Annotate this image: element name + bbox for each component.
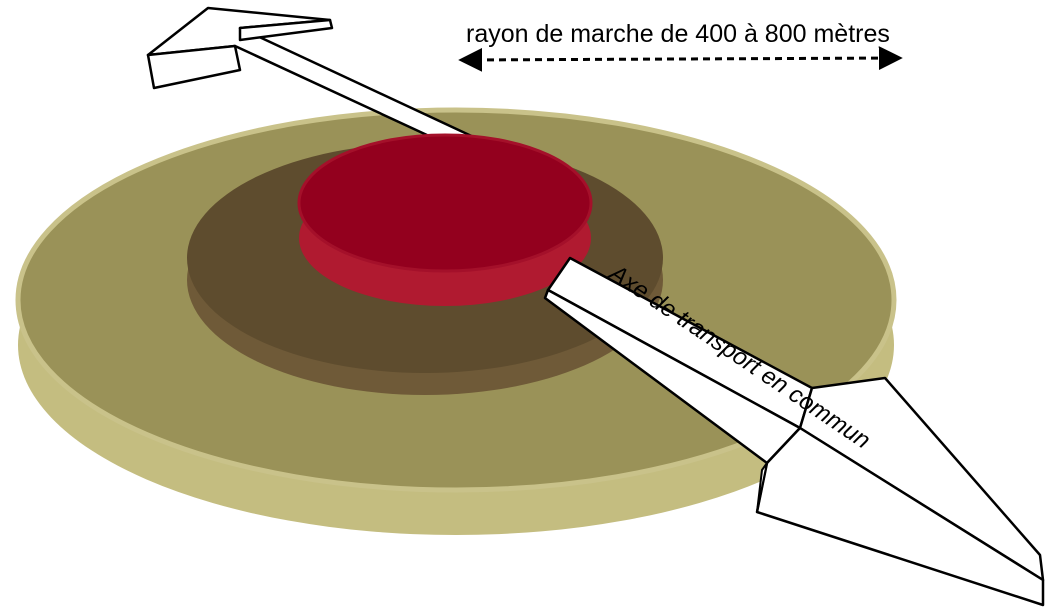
transit-axis-arrow-front: [543, 256, 1045, 607]
center-disc: [297, 133, 593, 306]
transit-axis-arrow-back: [146, 6, 482, 159]
radius-dimension-arrow: [458, 46, 903, 72]
radius-label: rayon de marche de 400 à 800 mètres: [466, 20, 890, 48]
